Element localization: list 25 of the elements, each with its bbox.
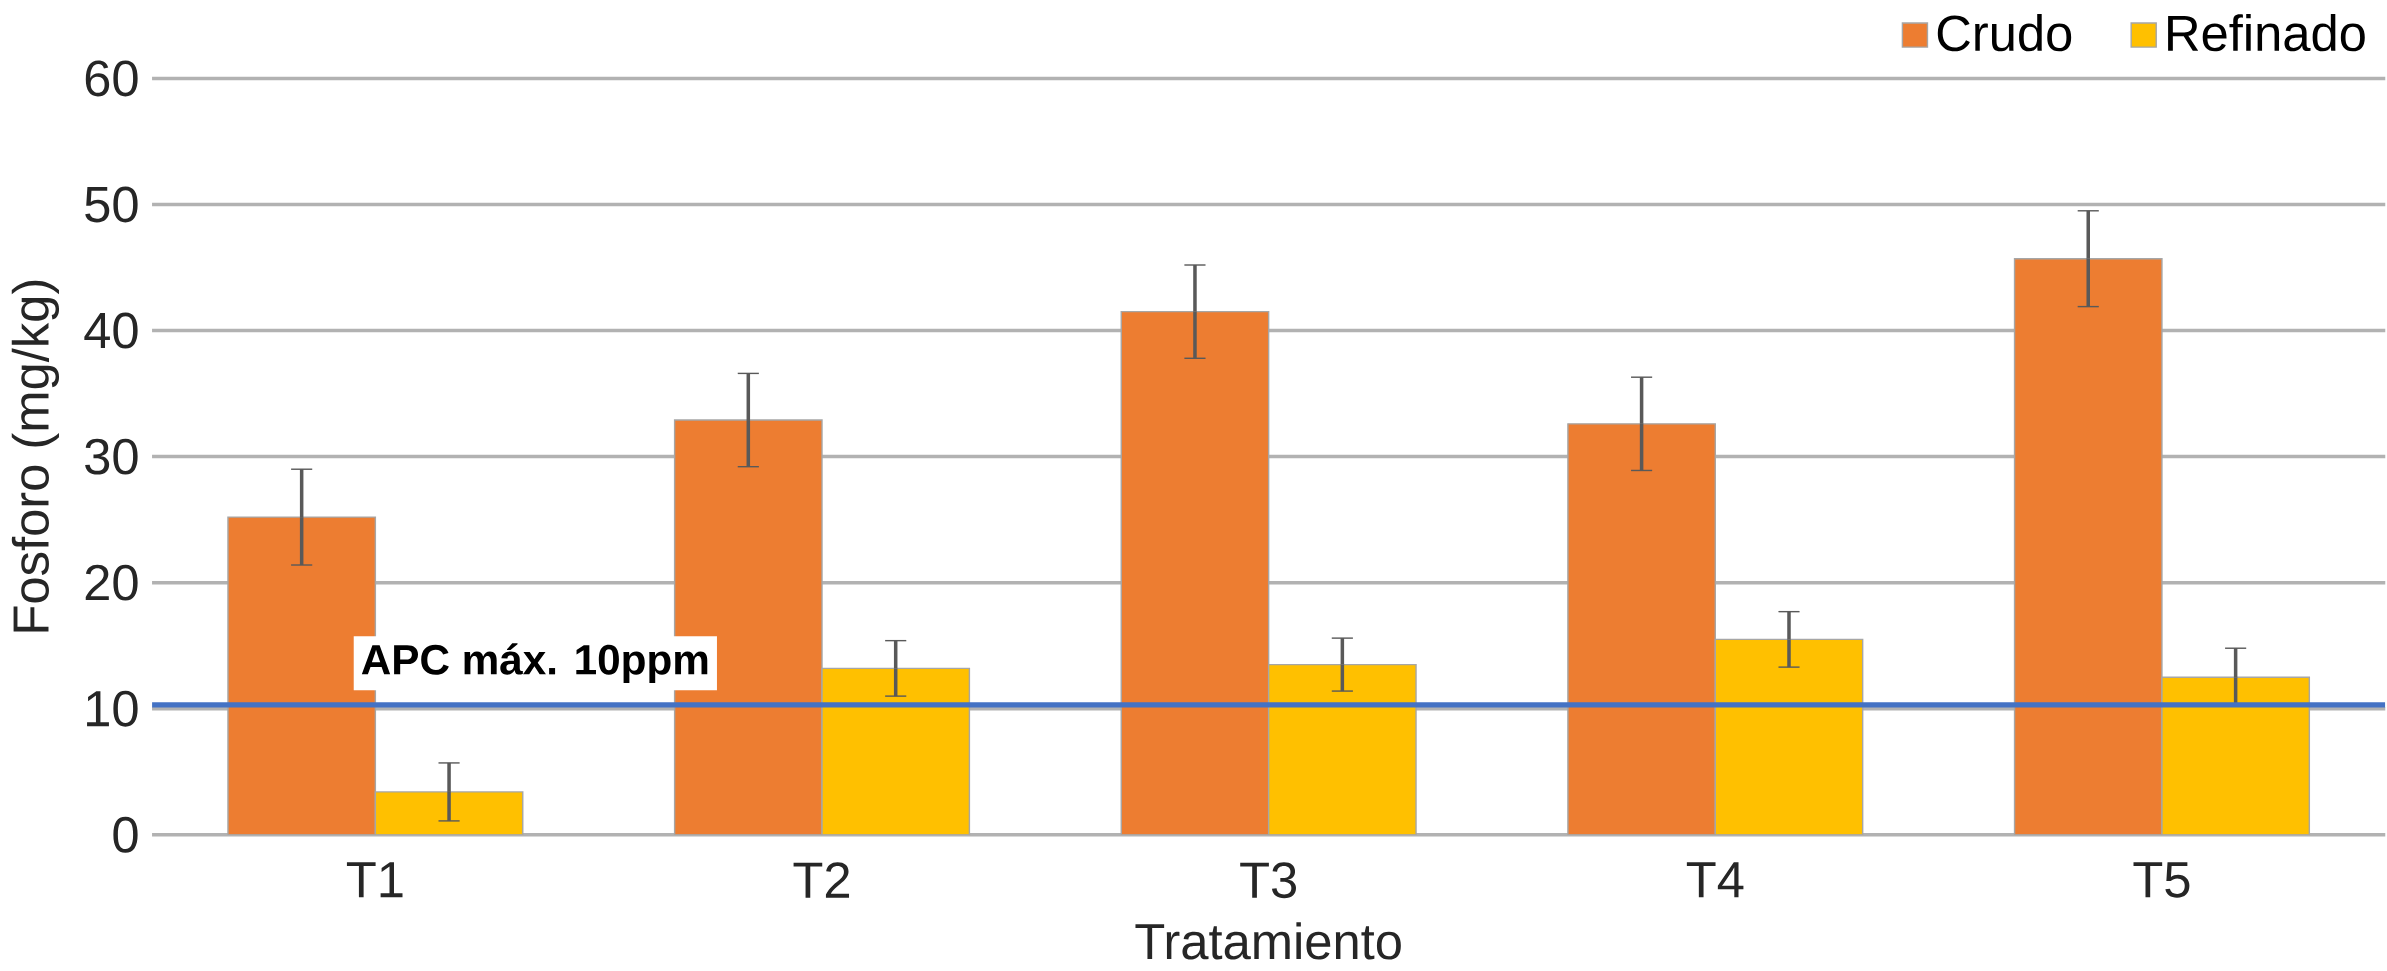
bar	[2013, 257, 2163, 835]
x-tick-label: T5	[2133, 862, 2190, 898]
bar	[1121, 311, 1269, 835]
legend-label: Refinado	[2168, 13, 2365, 52]
y-tick-label: 50	[85, 186, 138, 223]
y-axis-title: Fosforo (mg/kg)	[11, 280, 60, 632]
x-axis-title: Tratamiento	[1135, 922, 1401, 960]
y-tick-label: 0	[113, 816, 138, 853]
y-tick-label: 20	[85, 564, 138, 601]
bar	[374, 791, 524, 835]
x-tick-label: T1	[346, 862, 403, 897]
bar	[821, 667, 971, 835]
y-tick-label: 60	[85, 60, 138, 97]
ref-line-label: APC máx. 10ppm	[361, 643, 708, 683]
y-tick-label: 30	[85, 438, 138, 475]
y-tick-label: 10	[87, 690, 138, 727]
x-tick-label: T2	[793, 862, 850, 898]
y-tick-label: 40	[84, 312, 138, 349]
bar	[2161, 676, 2311, 835]
legend-label: Crudo	[1937, 13, 2072, 52]
bar	[1268, 664, 1417, 835]
bar	[1714, 638, 1864, 835]
x-tick-label: T4	[1686, 862, 1744, 897]
bar	[1567, 422, 1716, 835]
x-tick-label: T3	[1240, 862, 1296, 899]
